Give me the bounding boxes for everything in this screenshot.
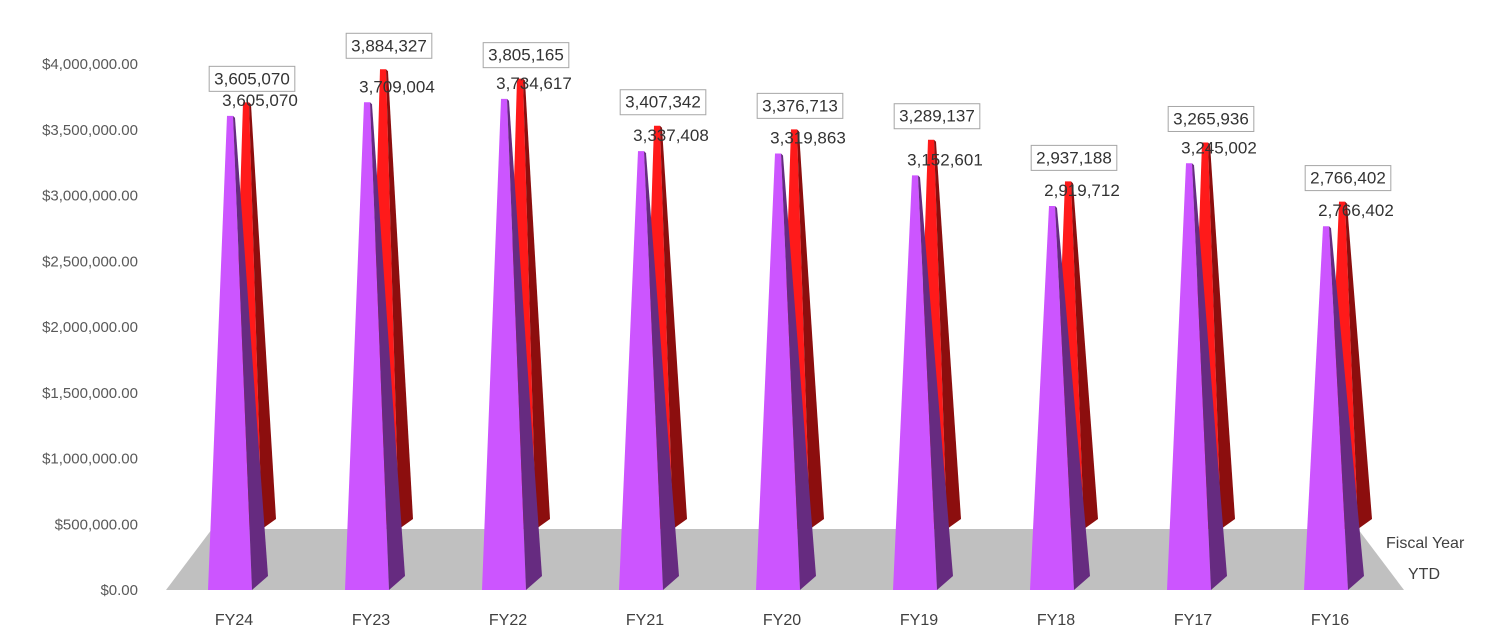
x-tick-label: FY19 <box>900 612 938 629</box>
x-tick-label: FY18 <box>1037 612 1075 629</box>
data-label-fiscal-year: 3,376,713 <box>762 96 838 115</box>
bar-ytd-side <box>370 102 405 590</box>
data-label-ytd: 3,337,408 <box>633 126 709 145</box>
y-tick-label: $2,500,000.00 <box>42 253 138 270</box>
x-tick-label: FY17 <box>1174 612 1212 629</box>
x-tick-label: FY21 <box>626 612 664 629</box>
data-label-box <box>1030 144 1118 171</box>
bar-fiscal-year-side <box>934 139 961 529</box>
bar-ytd-side <box>781 153 816 590</box>
data-label-ytd: 3,709,004 <box>359 77 435 96</box>
data-label-fiscal-year: 3,605,070 <box>214 69 290 88</box>
data-label-box <box>756 92 844 119</box>
x-axis: FY24 FY23 FY22 FY21 FY20 FY19 FY18 FY17 FY16 <box>215 612 1349 629</box>
bar-ytd-front <box>208 115 252 591</box>
data-label-box <box>619 89 707 116</box>
data-label-box <box>208 65 296 92</box>
bar-ytd-front <box>756 153 800 590</box>
y-axis: $0.00 $500,000.00 $1,000,000.00 $1,500,000.… <box>42 56 138 599</box>
data-label-ytd: 3,245,002 <box>1181 138 1257 157</box>
bar-fiscal-year-side <box>249 102 276 529</box>
data-label-ytd: 3,734,617 <box>496 74 572 93</box>
data-label-ytd: 3,319,863 <box>770 128 846 147</box>
data-label-fiscal-year: 3,805,165 <box>488 46 564 65</box>
data-label-ytd: 2,766,402 <box>1318 201 1394 220</box>
data-label-fiscal-year: 3,265,936 <box>1173 109 1249 128</box>
x-tick-label: FY22 <box>489 612 527 629</box>
bar-ytd-front <box>1304 226 1348 590</box>
data-label-ytd: 2,919,712 <box>1044 181 1120 200</box>
data-label-box <box>893 103 981 130</box>
bar-ytd-side <box>1192 163 1227 591</box>
bar-ytd-side <box>507 98 542 591</box>
bar-ytd-side <box>1055 206 1090 591</box>
x-tick-label: FY20 <box>763 612 801 629</box>
bar-ytd-side <box>644 151 679 590</box>
bar-fiscal-year-side <box>797 129 824 529</box>
data-label-fiscal-year: 2,766,402 <box>1310 169 1386 188</box>
bar-fiscal-year-side <box>1071 181 1098 530</box>
depth-label-ytd: YTD <box>1408 566 1440 583</box>
y-tick-label: $2,000,000.00 <box>42 319 138 336</box>
y-tick-label: $4,000,000.00 <box>42 56 138 73</box>
bar-ytd-front <box>482 98 526 591</box>
y-tick-label: $3,000,000.00 <box>42 188 138 205</box>
y-tick-label: $500,000.00 <box>55 516 138 533</box>
bar-ytd-front <box>893 175 937 590</box>
x-tick-label: FY23 <box>352 612 390 629</box>
y-tick-label: $1,000,000.00 <box>42 451 138 468</box>
data-label-box <box>1304 165 1392 192</box>
data-label-ytd: 3,605,070 <box>222 91 298 110</box>
data-label-box <box>345 32 433 59</box>
x-tick-label: FY24 <box>215 612 253 629</box>
bar-fiscal-year-side <box>1208 142 1235 529</box>
data-label-fiscal-year: 2,937,188 <box>1036 148 1112 167</box>
series-ytd <box>208 98 1364 591</box>
x-tick-label: FY16 <box>1311 612 1349 629</box>
bar-fiscal-year-side <box>386 69 413 529</box>
data-labels: 3,605,070 3,605,070 3,884,327 3,709,004 3,80… <box>208 32 1394 220</box>
bar-ytd-side <box>1329 226 1364 590</box>
bar-ytd-front <box>619 151 663 590</box>
bar-ytd-side <box>918 175 953 590</box>
depth-label-fiscal-year: Fiscal Year <box>1386 535 1465 552</box>
data-label-fiscal-year: 3,289,137 <box>899 107 975 126</box>
y-tick-label: $0.00 <box>100 582 138 599</box>
bar-ytd-front <box>345 102 389 590</box>
bar-fiscal-year-side <box>523 78 550 529</box>
y-tick-label: $1,500,000.00 <box>42 385 138 402</box>
data-label-ytd: 3,152,601 <box>907 150 983 169</box>
data-label-fiscal-year: 3,407,342 <box>625 93 701 112</box>
data-label-fiscal-year: 3,884,327 <box>351 36 427 55</box>
bar-ytd-side <box>233 115 268 591</box>
bar-ytd-front <box>1030 206 1074 591</box>
bar-fiscal-year-side <box>1345 201 1372 530</box>
bar-fiscal-year-side <box>660 125 687 529</box>
bar-ytd-front <box>1167 163 1211 591</box>
data-label-box <box>482 42 570 69</box>
y-tick-label: $3,500,000.00 <box>42 122 138 139</box>
data-label-box <box>1167 105 1255 132</box>
